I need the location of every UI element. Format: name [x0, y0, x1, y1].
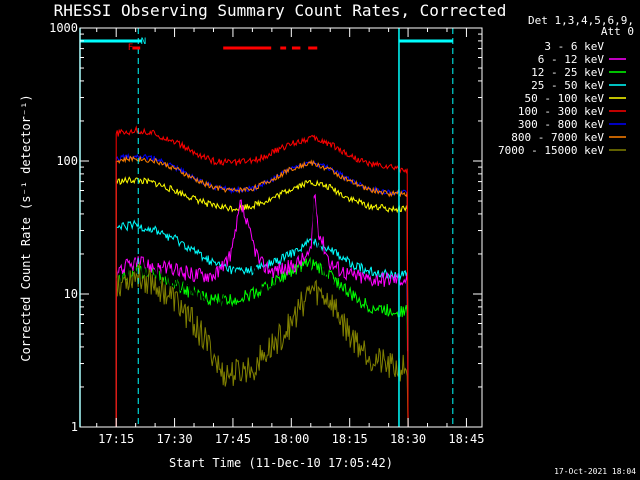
x-tick-label: 17:30: [157, 432, 193, 446]
x-tick-label: 18:15: [332, 432, 368, 446]
x-tick-label: 17:15: [98, 432, 134, 446]
legend-label: 12 - 25 keV: [531, 66, 604, 79]
legend-label: 50 - 100 keV: [525, 92, 605, 105]
plot-frame: [79, 27, 483, 428]
series-line-8: [115, 262, 409, 427]
series-line-3: [115, 219, 409, 427]
legend-label: 100 - 300 keV: [518, 105, 604, 118]
series-line-7: [115, 155, 409, 427]
x-tick-label: 18:30: [390, 432, 426, 446]
legend-title-line: Det 1,3,4,5,6,9,: [528, 14, 634, 27]
y-tick-label: 10: [64, 287, 78, 301]
series-line-1: [115, 193, 409, 427]
axes-layer: 1 10 100 1000 17:15 17:30 17:45 18:00 18:15 18:30…: [49, 21, 484, 446]
flag-f: F: [128, 43, 133, 53]
legend-label: 300 - 800 keV: [518, 118, 604, 131]
y-tick-label: 1000: [49, 21, 78, 35]
y-axis-label-group: Corrected Count Rate (s⁻¹ detector⁻¹): [19, 94, 33, 361]
flag-n: N: [141, 37, 146, 47]
legend-label: 800 - 7000 keV: [511, 131, 604, 144]
y-tick-label: 1: [71, 420, 78, 434]
y-axis-label: Corrected Count Rate (s⁻¹ detector⁻¹): [19, 94, 33, 361]
plot-area: NF 1 10 100 1000 17:15 17:30 17:45 18:00 18:15 18…: [49, 21, 484, 446]
y-tick-label: 100: [56, 154, 78, 168]
timestamp: 17-Oct-2021 18:04: [554, 467, 636, 476]
series-line-4: [115, 176, 409, 427]
x-tick-label: 18:00: [273, 432, 309, 446]
chart-title: RHESSI Observing Summary Count Rates, Co…: [54, 1, 507, 20]
x-axis-label: Start Time (11-Dec-10 17:05:42): [169, 456, 393, 470]
series-layer: [115, 125, 409, 427]
series-line-5: [115, 125, 409, 427]
legend-label: 6 - 12 keV: [538, 53, 605, 66]
x-tick-label: 17:45: [215, 432, 251, 446]
legend-label: 3 - 6 keV: [544, 40, 604, 53]
legend-label: 25 - 50 keV: [531, 79, 604, 92]
legend-title-line: Att 0: [601, 25, 634, 38]
legend-label: 7000 - 15000 keV: [498, 144, 604, 157]
x-tick-label: 18:45: [448, 432, 484, 446]
series-line-0: [115, 198, 409, 427]
